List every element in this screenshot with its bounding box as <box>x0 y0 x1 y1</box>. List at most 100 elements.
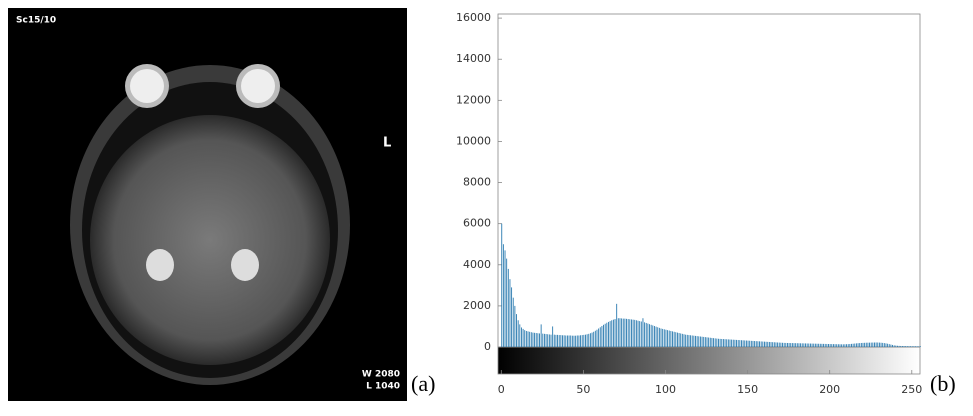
bar <box>722 339 724 347</box>
bar <box>795 343 797 347</box>
bar <box>578 335 580 347</box>
bar <box>704 337 706 347</box>
bar <box>782 342 783 347</box>
bar <box>621 318 623 347</box>
bar <box>821 343 823 347</box>
mri-image: Sc15/10 L W 2080 L 1040 <box>8 8 407 401</box>
bar <box>828 343 829 347</box>
bar <box>645 322 647 347</box>
bar <box>811 343 813 347</box>
bar <box>869 342 871 347</box>
bar <box>852 343 854 347</box>
bar <box>718 338 719 347</box>
bar <box>540 324 542 347</box>
bar <box>867 342 869 347</box>
bar <box>791 343 793 347</box>
bar <box>673 331 675 347</box>
bar <box>509 279 511 347</box>
x-tick-label: 50 <box>576 383 590 396</box>
bar <box>507 268 509 347</box>
bar <box>788 343 790 347</box>
bar <box>696 336 698 347</box>
y-tick-label: 2000 <box>463 299 491 312</box>
bar <box>741 340 742 347</box>
bar <box>511 287 513 347</box>
bar <box>842 344 844 347</box>
bar <box>522 328 524 347</box>
bar <box>655 326 657 347</box>
bar <box>599 327 601 347</box>
bar <box>627 319 629 347</box>
bar <box>557 334 559 347</box>
bar <box>568 335 570 347</box>
bar <box>585 334 586 347</box>
y-tick-label: 4000 <box>463 258 491 271</box>
bar <box>686 334 688 347</box>
bar <box>560 335 562 347</box>
bar <box>883 343 885 347</box>
y-tick-label: 6000 <box>463 217 491 230</box>
bar <box>773 342 775 347</box>
bar <box>865 342 867 347</box>
bar <box>814 343 816 347</box>
bar <box>652 325 654 347</box>
bar <box>555 334 557 347</box>
bar <box>565 335 567 347</box>
bar <box>693 335 695 347</box>
bar <box>905 346 907 347</box>
y-tick-label: 0 <box>484 340 491 353</box>
bar <box>550 334 552 347</box>
bar <box>916 346 918 347</box>
bar <box>591 332 593 347</box>
bar <box>731 339 733 347</box>
bar <box>629 319 631 347</box>
bar <box>750 340 752 347</box>
bar <box>517 320 519 347</box>
bar <box>721 338 723 347</box>
bar <box>583 334 585 347</box>
bar <box>846 344 848 347</box>
bar <box>790 343 792 347</box>
bar <box>665 329 667 347</box>
bar <box>806 343 808 347</box>
bar <box>762 341 764 347</box>
bar <box>519 324 521 347</box>
bar <box>805 343 806 347</box>
bar <box>501 223 503 347</box>
bar <box>502 244 504 347</box>
bar <box>547 334 549 347</box>
bar <box>570 335 572 347</box>
bar <box>836 344 838 347</box>
bar <box>890 344 892 347</box>
bar <box>716 338 718 347</box>
bar <box>593 331 595 347</box>
bar <box>635 320 637 347</box>
bar <box>637 320 639 347</box>
bar <box>530 332 532 347</box>
bar <box>672 331 673 347</box>
bar <box>801 343 803 347</box>
bar <box>755 341 757 347</box>
bar <box>744 340 746 347</box>
bar <box>829 344 831 347</box>
bar <box>634 319 636 347</box>
bar <box>732 339 734 347</box>
bar <box>724 339 726 347</box>
bar <box>596 329 598 347</box>
bar <box>882 342 884 347</box>
bar <box>612 319 614 347</box>
bar <box>816 343 818 347</box>
bar <box>903 346 905 347</box>
mri-series: Sc15/10 <box>16 16 56 26</box>
bar <box>545 334 547 347</box>
bar <box>803 343 805 347</box>
y-tick-label: 10000 <box>456 134 491 147</box>
bar <box>603 324 604 347</box>
bar <box>818 343 820 347</box>
bar <box>841 344 843 347</box>
bar <box>512 297 514 347</box>
bar <box>535 333 537 347</box>
bar <box>534 332 536 347</box>
plot-frame <box>497 13 921 348</box>
